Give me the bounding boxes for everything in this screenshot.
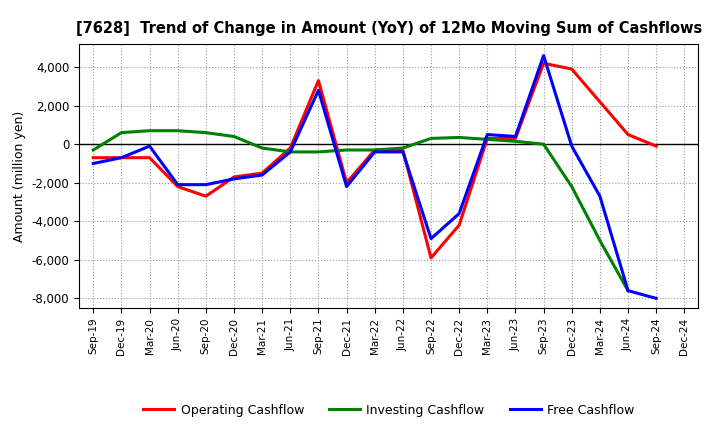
Operating Cashflow [230, 174, 238, 180]
Operating Cashflow [174, 184, 182, 189]
Free Cashflow [145, 143, 154, 149]
Free Cashflow [202, 182, 210, 187]
Operating Cashflow [427, 255, 436, 260]
Free Cashflow [455, 211, 464, 216]
Investing Cashflow [342, 147, 351, 153]
Operating Cashflow [145, 155, 154, 160]
Free Cashflow [258, 172, 266, 178]
Operating Cashflow [258, 170, 266, 176]
Legend: Operating Cashflow, Investing Cashflow, Free Cashflow: Operating Cashflow, Investing Cashflow, … [138, 399, 639, 422]
Free Cashflow [652, 296, 660, 301]
Investing Cashflow [567, 184, 576, 189]
Free Cashflow [370, 149, 379, 154]
Line: Investing Cashflow: Investing Cashflow [94, 131, 628, 291]
Investing Cashflow [117, 130, 126, 135]
Investing Cashflow [202, 130, 210, 135]
Free Cashflow [427, 236, 436, 241]
Operating Cashflow [286, 145, 294, 150]
Free Cashflow [314, 88, 323, 93]
Investing Cashflow [483, 137, 492, 142]
Operating Cashflow [314, 78, 323, 83]
Line: Operating Cashflow: Operating Cashflow [94, 63, 656, 258]
Investing Cashflow [89, 147, 98, 153]
Investing Cashflow [370, 147, 379, 153]
Investing Cashflow [314, 149, 323, 154]
Free Cashflow [174, 182, 182, 187]
Investing Cashflow [258, 145, 266, 150]
Free Cashflow [89, 161, 98, 166]
Title: [7628]  Trend of Change in Amount (YoY) of 12Mo Moving Sum of Cashflows: [7628] Trend of Change in Amount (YoY) o… [76, 21, 702, 36]
Free Cashflow [117, 155, 126, 160]
Investing Cashflow [286, 149, 294, 154]
Investing Cashflow [455, 135, 464, 140]
Free Cashflow [286, 149, 294, 154]
Investing Cashflow [595, 238, 604, 243]
Investing Cashflow [230, 134, 238, 139]
Free Cashflow [511, 134, 520, 139]
Free Cashflow [342, 184, 351, 189]
Operating Cashflow [399, 147, 408, 153]
Free Cashflow [483, 132, 492, 137]
Operating Cashflow [511, 136, 520, 141]
Operating Cashflow [652, 143, 660, 149]
Operating Cashflow [202, 194, 210, 199]
Operating Cashflow [117, 155, 126, 160]
Operating Cashflow [539, 61, 548, 66]
Operating Cashflow [455, 223, 464, 228]
Line: Free Cashflow: Free Cashflow [94, 55, 656, 298]
Investing Cashflow [511, 139, 520, 144]
Investing Cashflow [624, 288, 632, 293]
Free Cashflow [595, 194, 604, 199]
Operating Cashflow [483, 136, 492, 141]
Investing Cashflow [145, 128, 154, 133]
Free Cashflow [230, 176, 238, 182]
Free Cashflow [399, 149, 408, 154]
Operating Cashflow [89, 155, 98, 160]
Free Cashflow [567, 143, 576, 149]
Y-axis label: Amount (million yen): Amount (million yen) [13, 110, 26, 242]
Investing Cashflow [427, 136, 436, 141]
Investing Cashflow [539, 142, 548, 147]
Free Cashflow [624, 288, 632, 293]
Operating Cashflow [567, 66, 576, 72]
Investing Cashflow [174, 128, 182, 133]
Operating Cashflow [595, 99, 604, 104]
Free Cashflow [539, 53, 548, 58]
Operating Cashflow [624, 132, 632, 137]
Operating Cashflow [370, 147, 379, 153]
Investing Cashflow [399, 145, 408, 150]
Operating Cashflow [342, 180, 351, 185]
